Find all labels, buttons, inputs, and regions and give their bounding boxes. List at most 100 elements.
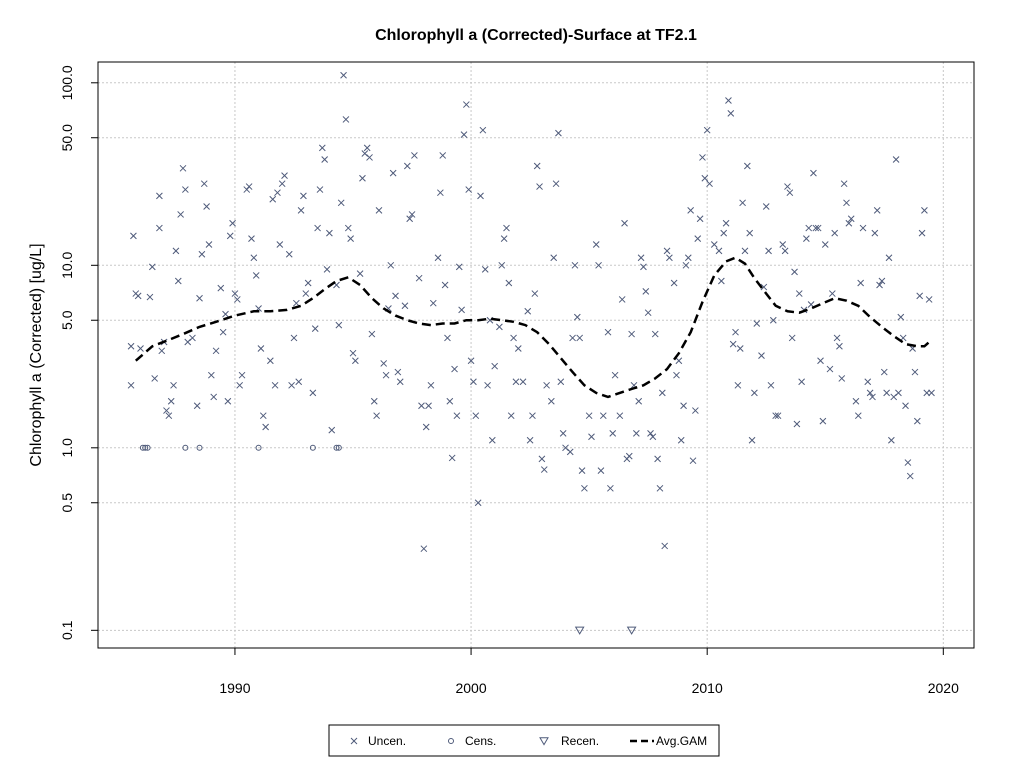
- uncensored-point: [148, 263, 156, 271]
- uncensored-point: [595, 261, 602, 269]
- grid-lines: [98, 62, 974, 648]
- y-tick-label: 0.1: [59, 620, 75, 640]
- x-mark-stroke: [219, 328, 227, 336]
- x-mark-stroke: [550, 254, 558, 262]
- x-mark-stroke: [309, 389, 317, 397]
- uncensored-point: [292, 299, 300, 307]
- x-mark-stroke: [451, 365, 458, 373]
- x-mark-stroke: [547, 397, 555, 405]
- x-mark-stroke: [821, 241, 829, 248]
- uncensored-point: [403, 162, 411, 170]
- x-mark-stroke: [880, 368, 888, 376]
- x-mark-stroke: [897, 313, 905, 321]
- uncensored-point: [257, 345, 265, 352]
- x-mark-stroke: [350, 737, 358, 745]
- uncensored-point: [248, 235, 255, 242]
- x-mark-stroke: [807, 301, 815, 308]
- uncensored-point: [902, 402, 909, 410]
- x-mark-stroke: [359, 174, 366, 182]
- x-mark-stroke: [174, 277, 182, 285]
- uncensored-point: [420, 545, 428, 553]
- uncensored-point: [217, 284, 225, 292]
- uncensored-point: [644, 309, 652, 317]
- uncensored-point: [821, 241, 829, 248]
- x-mark-stroke: [562, 444, 569, 452]
- uncensored-point: [550, 254, 558, 262]
- uncensored-point: [684, 254, 692, 262]
- x-mark-stroke: [670, 279, 678, 287]
- uncensored-point: [267, 357, 274, 365]
- uncensored-point: [498, 261, 506, 269]
- uncensored-point: [167, 397, 175, 405]
- uncensored-point: [739, 199, 746, 207]
- y-tick-label: 50.0: [59, 124, 75, 151]
- uncensored-point: [906, 472, 914, 480]
- censored-point: [182, 444, 189, 451]
- uncensored-point: [389, 169, 397, 177]
- uncensored-point: [772, 412, 780, 420]
- x-mark-stroke: [876, 281, 883, 289]
- uncensored-point: [878, 277, 886, 285]
- x-mark-stroke: [758, 352, 765, 359]
- x-mark-stroke: [505, 279, 513, 287]
- y-axis-label: Chlorophyll a (Corrected) [ug/L]: [28, 243, 45, 466]
- x-mark-stroke: [644, 309, 652, 317]
- x-mark-stroke: [753, 320, 761, 327]
- x-mark-stroke: [836, 342, 843, 350]
- x-mark-stroke: [722, 219, 730, 227]
- uncensored-point: [647, 430, 654, 437]
- x-mark-stroke: [852, 397, 860, 405]
- uncensored-point: [727, 110, 735, 117]
- legend: Uncen. Cens. Recen. Avg.GAM: [328, 724, 720, 757]
- x-mark-stroke: [588, 433, 595, 441]
- x-mark-stroke: [474, 499, 482, 507]
- x-mark-stroke: [743, 162, 751, 170]
- x-mark-stroke: [368, 330, 376, 338]
- uncensored-point: [182, 186, 189, 193]
- data-points: [127, 71, 935, 635]
- uncensored-point: [791, 268, 798, 276]
- x-mark-stroke: [271, 381, 279, 389]
- x-axis: 1990 2000 2010 2020: [219, 648, 959, 696]
- x-mark-stroke: [337, 199, 345, 207]
- x-mark-stroke: [311, 325, 319, 332]
- x-mark-stroke: [389, 169, 397, 177]
- uncensored-point: [359, 174, 366, 182]
- x-mark-stroke: [873, 207, 881, 214]
- x-mark-stroke: [833, 334, 841, 342]
- uncensored-point: [300, 192, 307, 200]
- x-mark-stroke: [179, 164, 187, 172]
- x-mark-stroke: [158, 347, 166, 355]
- x-mark-stroke: [262, 423, 269, 431]
- uncensored-point: [689, 457, 697, 465]
- x-mark-stroke: [793, 420, 801, 428]
- x-mark-stroke: [467, 357, 475, 365]
- x-mark-stroke: [838, 375, 846, 382]
- x-mark-stroke: [725, 97, 732, 104]
- uncensored-point: [429, 299, 437, 307]
- uncensored-point: [269, 195, 277, 203]
- uncensored-point: [231, 290, 239, 297]
- uncensored-point: [488, 436, 496, 444]
- uncensored-point: [236, 381, 244, 389]
- x-mark-stroke: [340, 71, 347, 79]
- uncensored-point: [290, 334, 298, 342]
- x-mark-stroke: [462, 101, 470, 108]
- x-mark-stroke: [250, 254, 258, 262]
- x-mark-stroke: [866, 389, 874, 397]
- uncensored-point: [779, 241, 787, 248]
- uncensored-point: [635, 397, 643, 405]
- uncensored-point: [245, 183, 253, 190]
- x-mark-stroke: [488, 436, 496, 444]
- uncensored-point: [448, 454, 456, 462]
- uncensored-point: [873, 207, 881, 214]
- uncensored-point: [467, 357, 475, 365]
- uncensored-point: [661, 542, 669, 550]
- uncensored-point: [425, 402, 432, 410]
- x-mark-stroke: [292, 299, 300, 307]
- x-mark-stroke: [203, 203, 210, 210]
- x-mark-stroke: [592, 241, 600, 248]
- x-mark-stroke: [316, 186, 324, 193]
- uncensored-point: [295, 378, 303, 386]
- uncensored-point: [784, 183, 791, 190]
